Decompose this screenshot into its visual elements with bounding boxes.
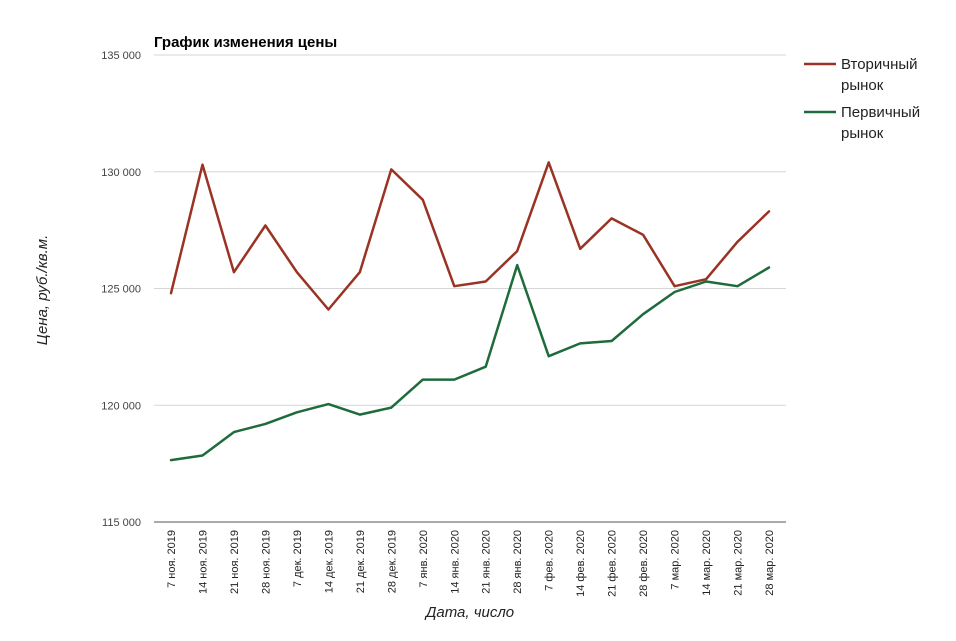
legend-item-secondary: Вторичный рынок: [804, 56, 918, 94]
y-tick-label: 115 000: [102, 517, 141, 529]
y-tick-label: 125 000: [101, 284, 141, 296]
x-tick-label: 28 мар. 2020: [764, 530, 776, 596]
y-axis-label: Цена, руб./кв.м.: [34, 235, 51, 346]
legend-label-secondary-line1: Вторичный: [841, 56, 918, 73]
x-axis-label: Дата, число: [424, 604, 514, 621]
x-tick-label: 21 ноя. 2019: [229, 530, 241, 594]
y-tick-label: 120 000: [101, 400, 141, 412]
x-tick-label: 14 фев. 2020: [575, 530, 587, 597]
series-lines: [169, 161, 771, 462]
legend-label-primary-line1: Первичный: [841, 104, 920, 121]
x-axis-ticks: 7 ноя. 2019 14 ноя. 2019 21 ноя. 2019 28 но…: [166, 530, 776, 597]
legend: Вторичный рынок Первичный рынок: [804, 56, 920, 142]
x-tick-label: 7 ноя. 2019: [166, 530, 178, 588]
series-line-secondary-market: [169, 161, 771, 311]
x-tick-label: 21 янв. 2020: [481, 530, 493, 594]
x-tick-label: 7 мар. 2020: [670, 530, 682, 590]
x-tick-label: 28 янв. 2020: [512, 530, 524, 594]
x-tick-label: 7 фев. 2020: [544, 530, 556, 591]
y-axis-ticks: 115 000 120 000 125 000 130 000 135 000: [101, 50, 141, 529]
legend-item-primary: Первичный рынок: [804, 104, 920, 142]
x-tick-label: 28 фев. 2020: [638, 530, 650, 597]
legend-label-primary-line2: рынок: [841, 125, 884, 142]
x-tick-label: 7 дек. 2019: [292, 530, 304, 587]
y-tick-label: 135 000: [101, 50, 141, 62]
chart-title: График изменения цены: [154, 34, 337, 51]
legend-label-secondary-line2: рынок: [841, 77, 884, 94]
x-tick-label: 14 ноя. 2019: [197, 530, 209, 594]
x-tick-label: 21 фев. 2020: [607, 530, 619, 597]
series-line-primary-market: [169, 263, 771, 462]
x-tick-label: 28 ноя. 2019: [260, 530, 272, 594]
x-tick-label: 21 дек. 2019: [355, 530, 367, 593]
x-tick-label: 7 янв. 2020: [418, 530, 430, 588]
y-tick-label: 130 000: [101, 167, 141, 179]
x-tick-label: 14 янв. 2020: [449, 530, 461, 594]
x-tick-label: 14 мар. 2020: [701, 530, 713, 596]
x-tick-label: 28 дек. 2019: [386, 530, 398, 593]
x-tick-label: 21 мар. 2020: [733, 530, 745, 596]
gridlines: [154, 54, 786, 523]
x-tick-label: 14 дек. 2019: [323, 530, 335, 593]
